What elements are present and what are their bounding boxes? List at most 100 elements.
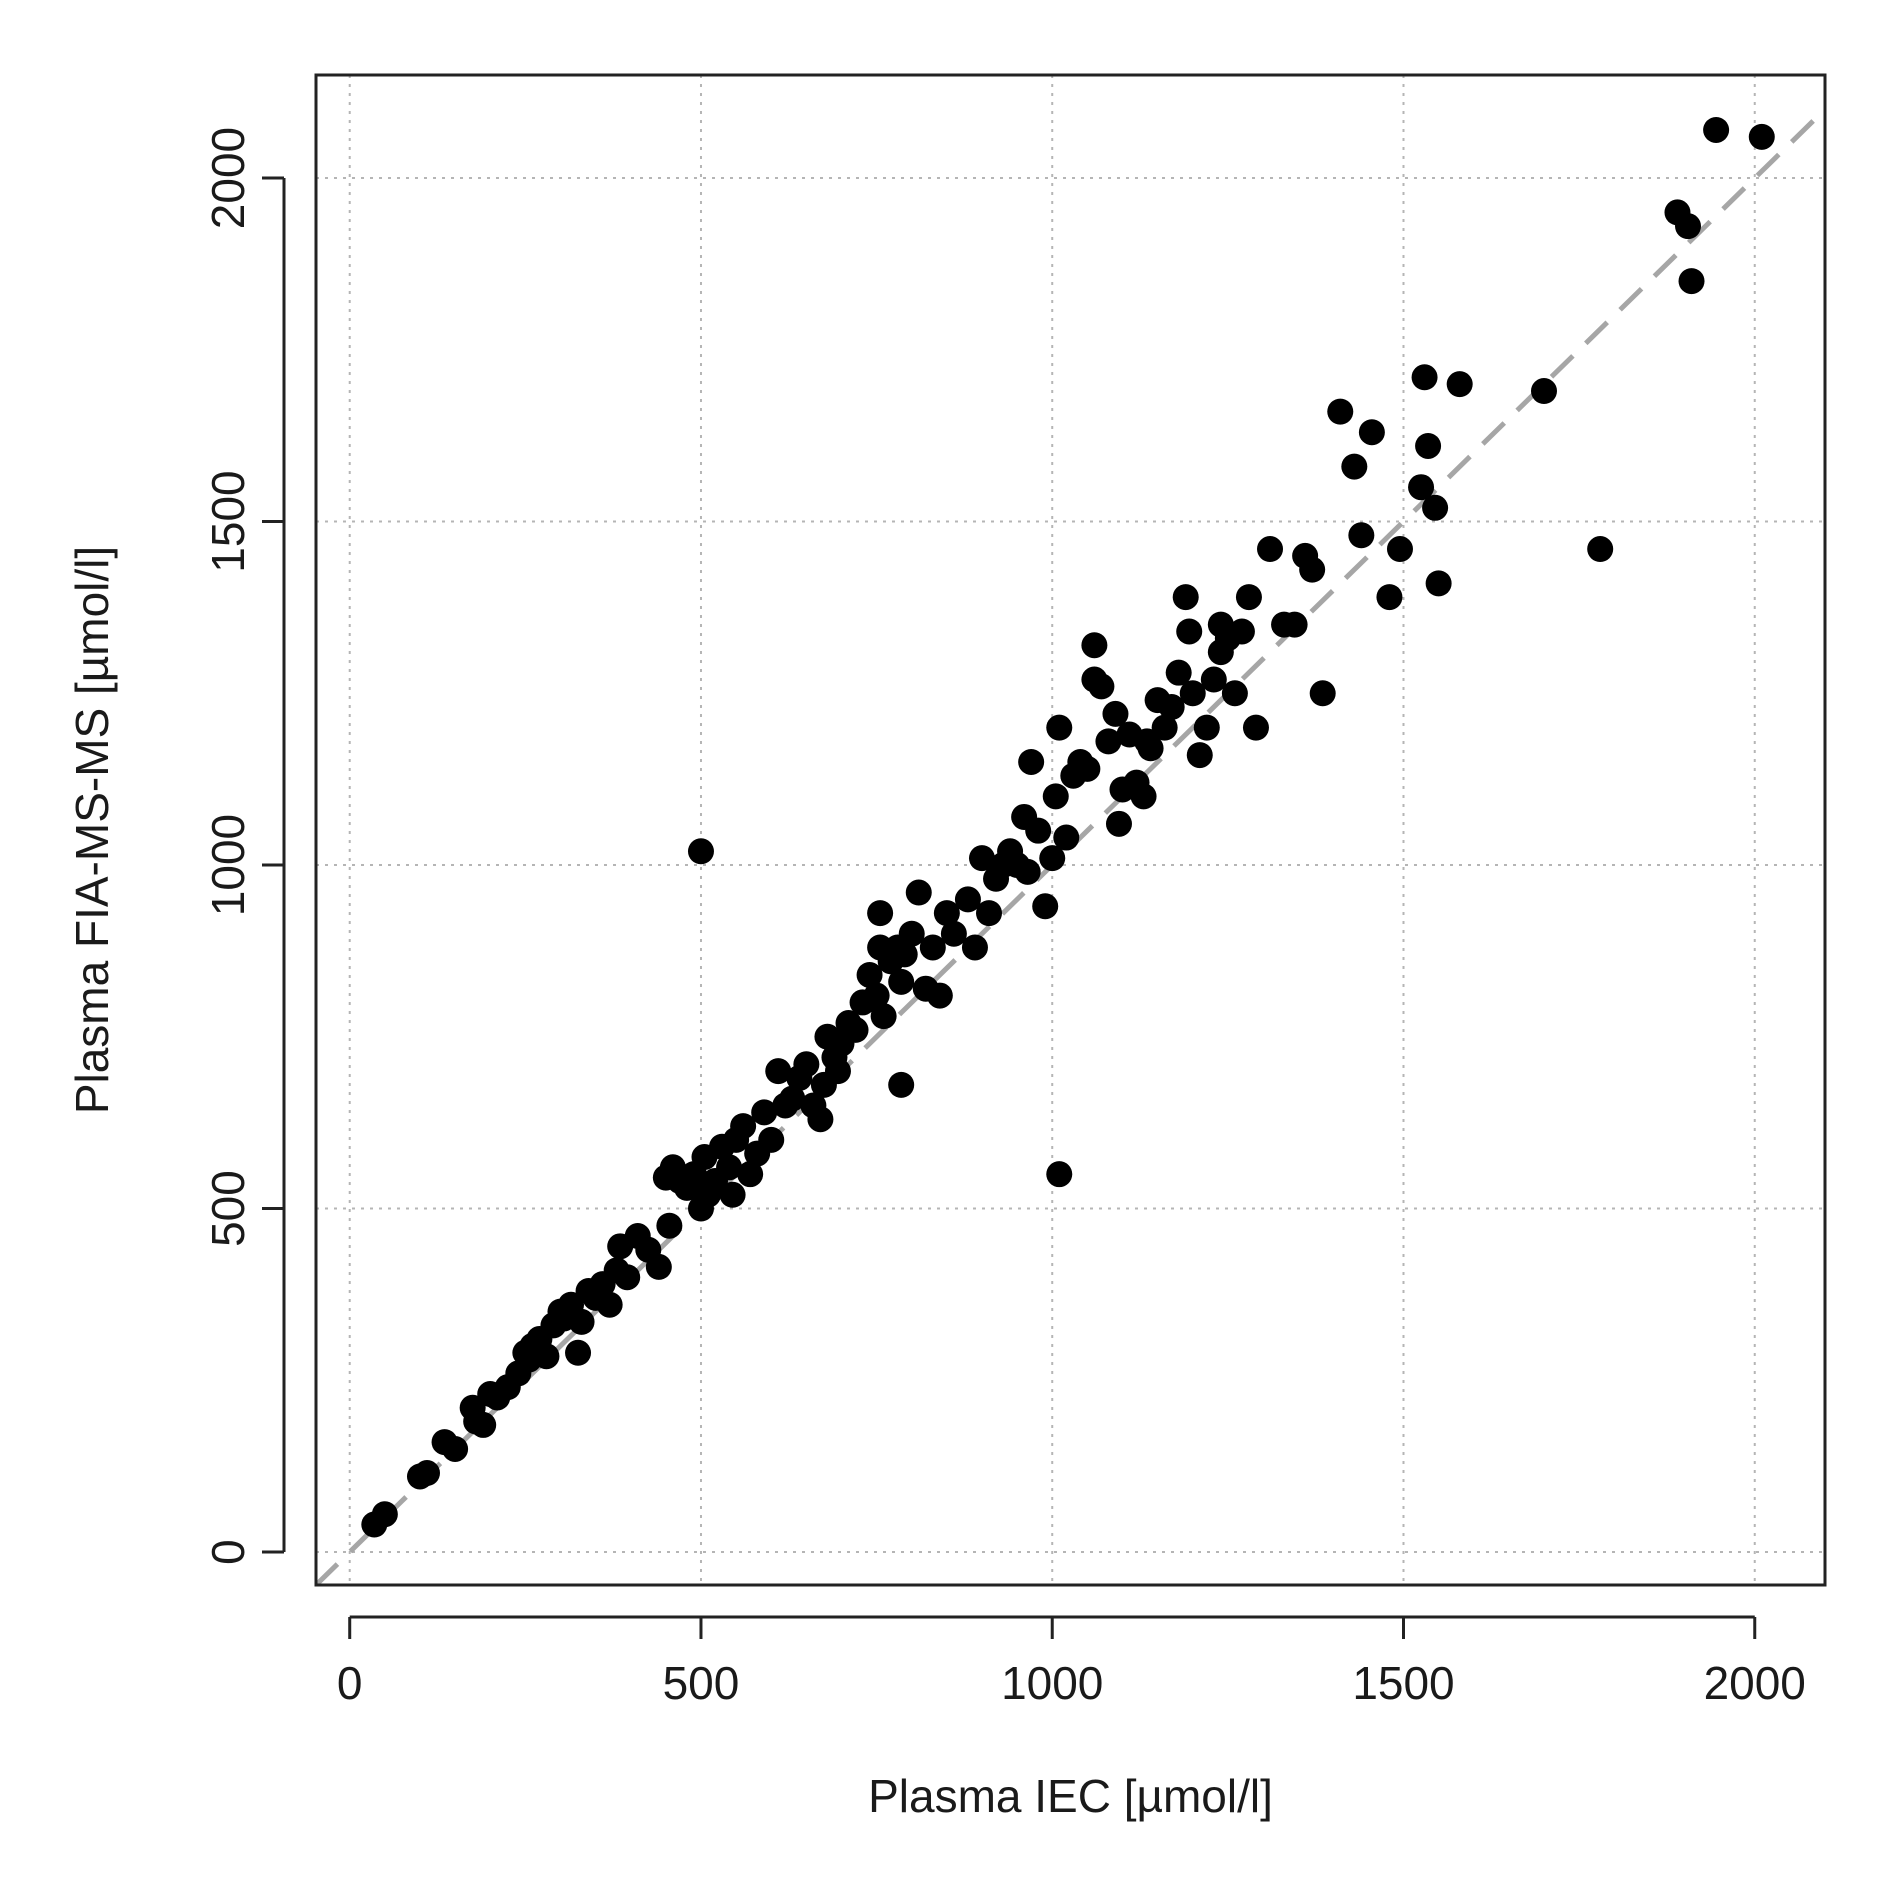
data-point	[1032, 893, 1059, 920]
data-point	[1376, 584, 1403, 611]
data-point	[1281, 611, 1308, 638]
data-point	[1151, 714, 1178, 741]
data-point	[842, 1016, 869, 1043]
data-point	[1014, 858, 1041, 885]
data-point	[1172, 584, 1199, 611]
data-point	[1165, 659, 1192, 686]
plot-frame	[314, 73, 1827, 1587]
data-point	[1587, 536, 1614, 563]
data-point	[1186, 742, 1213, 769]
data-point	[730, 1113, 757, 1140]
y-tick-label: 2000	[202, 127, 254, 229]
data-point	[645, 1253, 672, 1280]
data-point	[968, 845, 995, 872]
data-point	[565, 1339, 592, 1366]
data-point	[719, 1181, 746, 1208]
data-point	[1193, 714, 1220, 741]
data-point	[891, 941, 918, 968]
x-tick-label: 2000	[1704, 1657, 1806, 1709]
data-points	[361, 116, 1775, 1538]
data-point	[1358, 419, 1385, 446]
data-point	[1341, 453, 1368, 480]
y-tick-label: 500	[202, 1170, 254, 1247]
data-point	[1411, 364, 1438, 391]
data-point	[961, 934, 988, 961]
data-point	[758, 1126, 785, 1153]
data-point	[940, 920, 967, 947]
data-point	[1408, 474, 1435, 501]
data-point	[1415, 432, 1442, 459]
data-point	[779, 1085, 806, 1112]
data-point	[737, 1161, 764, 1188]
data-point	[533, 1343, 560, 1370]
data-point	[1299, 556, 1326, 583]
data-point	[1046, 714, 1073, 741]
data-point	[751, 1099, 778, 1126]
data-point	[954, 886, 981, 913]
data-point	[1176, 618, 1203, 645]
data-point	[1081, 666, 1108, 693]
data-point	[888, 968, 915, 995]
x-axis-title: Plasma IEC [µmol/l]	[868, 1770, 1273, 1822]
data-point	[1179, 680, 1206, 707]
x-tick-label: 0	[337, 1657, 363, 1709]
data-point	[1025, 817, 1052, 844]
data-point	[863, 982, 890, 1009]
data-point	[687, 838, 714, 865]
data-point	[596, 1291, 623, 1318]
data-point	[371, 1501, 398, 1528]
data-point	[442, 1435, 469, 1462]
data-point	[1678, 268, 1705, 295]
data-point	[976, 900, 1003, 927]
y-tick-label: 0	[202, 1539, 254, 1565]
data-point	[1046, 1161, 1073, 1188]
data-point	[1530, 378, 1557, 405]
data-point	[1675, 213, 1702, 240]
data-point	[1309, 680, 1336, 707]
data-point	[905, 879, 932, 906]
data-point	[1102, 700, 1129, 727]
data-point	[470, 1411, 497, 1438]
data-point	[1134, 728, 1161, 755]
data-point	[568, 1308, 595, 1335]
data-point	[1081, 632, 1108, 659]
x-tick-label: 500	[663, 1657, 740, 1709]
data-point	[1327, 398, 1354, 425]
data-point	[614, 1264, 641, 1291]
data-point	[1422, 494, 1449, 521]
data-point	[926, 982, 953, 1009]
data-point	[1074, 755, 1101, 782]
data-point	[888, 1071, 915, 1098]
data-point	[1257, 536, 1284, 563]
data-point	[807, 1106, 834, 1133]
data-point	[898, 920, 925, 947]
data-point	[1446, 371, 1473, 398]
data-point	[1039, 845, 1066, 872]
data-point	[1228, 618, 1255, 645]
data-point	[1348, 522, 1375, 549]
data-point	[1053, 824, 1080, 851]
data-point	[1386, 536, 1413, 563]
data-point	[1130, 783, 1157, 810]
data-point	[867, 900, 894, 927]
data-point	[1221, 680, 1248, 707]
data-point	[1242, 714, 1269, 741]
x-axis: 0 500 1000 1500 2000	[337, 1615, 1806, 1709]
data-point	[1425, 570, 1452, 597]
y-tick-label: 1000	[202, 814, 254, 916]
data-point	[793, 1051, 820, 1078]
data-point	[1018, 748, 1045, 775]
data-point	[1207, 611, 1234, 638]
y-tick-label: 1500	[202, 470, 254, 572]
data-point	[1703, 116, 1730, 143]
data-point	[1042, 783, 1069, 810]
data-point	[933, 900, 960, 927]
data-point	[824, 1058, 851, 1085]
data-point	[1200, 666, 1227, 693]
data-point	[1748, 123, 1775, 150]
data-point	[656, 1212, 683, 1239]
data-point	[716, 1154, 743, 1181]
identity-line-layer	[316, 105, 1825, 1585]
data-point	[867, 934, 894, 961]
